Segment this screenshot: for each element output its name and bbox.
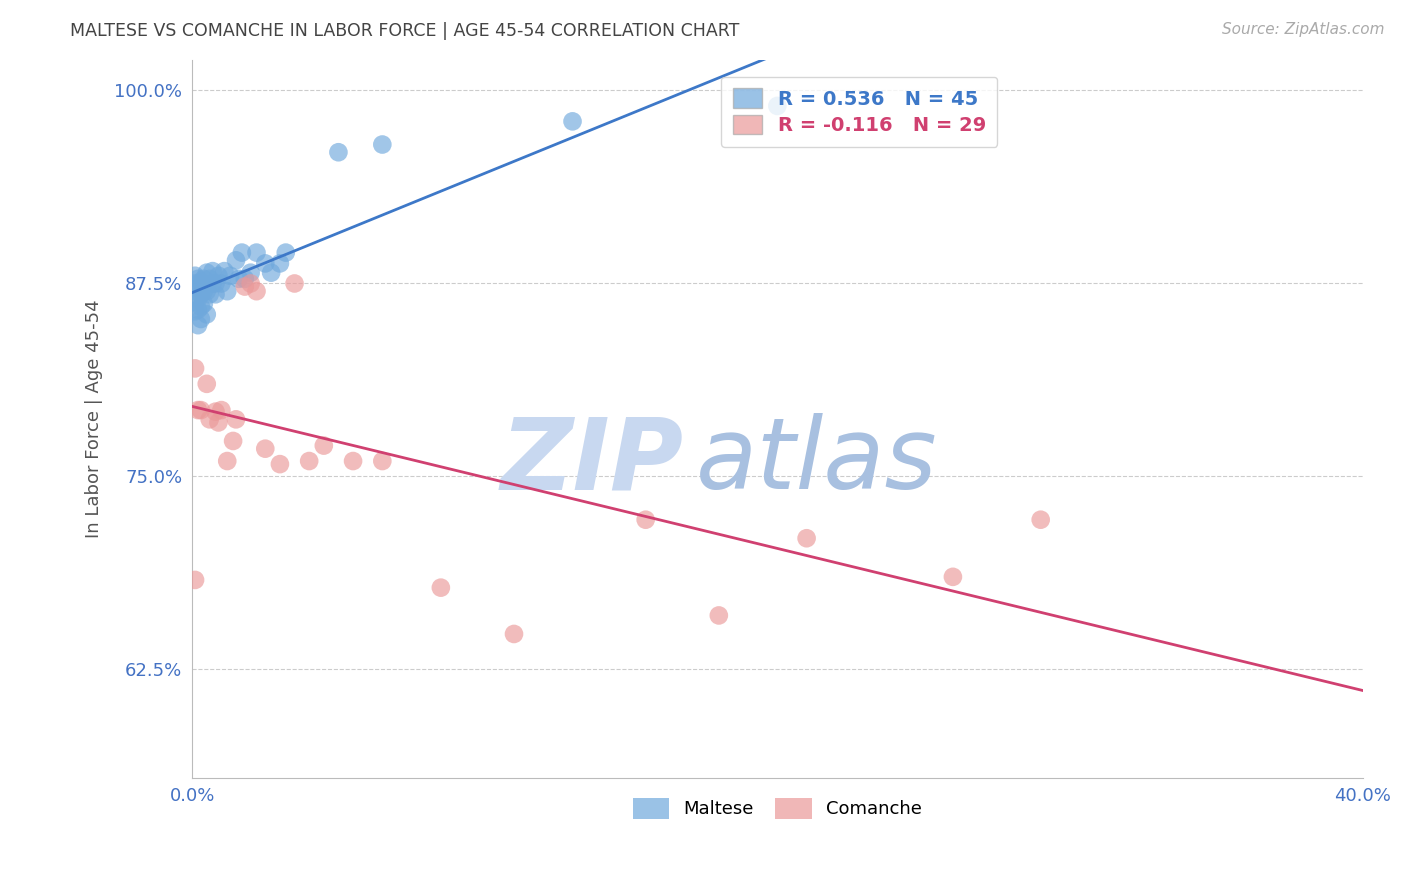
Text: ZIP: ZIP: [501, 413, 683, 510]
Point: [187, 292, 209, 306]
Point: [233, 279, 256, 293]
Point: [207, 268, 229, 283]
Point: [217, 454, 239, 468]
Point: [228, 272, 250, 286]
Point: [204, 287, 226, 301]
Point: [209, 403, 232, 417]
Point: [184, 295, 207, 310]
Point: [766, 99, 789, 113]
Point: [312, 439, 335, 453]
Point: [201, 277, 224, 291]
Point: [219, 268, 242, 283]
Point: [187, 272, 209, 286]
Point: [245, 245, 267, 260]
Point: [561, 114, 583, 128]
Point: [190, 312, 212, 326]
Point: [328, 145, 350, 160]
Point: [184, 284, 207, 298]
Point: [269, 256, 291, 270]
Point: [222, 434, 245, 448]
Point: [942, 570, 965, 584]
Point: [195, 376, 218, 391]
Point: [209, 277, 232, 291]
Point: [269, 457, 291, 471]
Point: [214, 264, 236, 278]
Point: [190, 275, 212, 289]
Point: [371, 137, 394, 152]
Point: [184, 268, 207, 283]
Point: [274, 245, 297, 260]
Point: [187, 403, 209, 417]
Point: [298, 454, 321, 468]
Point: [195, 266, 218, 280]
Point: [233, 272, 256, 286]
Point: [634, 513, 657, 527]
Text: Source: ZipAtlas.com: Source: ZipAtlas.com: [1222, 22, 1385, 37]
Point: [184, 573, 207, 587]
Point: [260, 266, 283, 280]
Point: [187, 302, 209, 317]
Point: [254, 256, 277, 270]
Point: [190, 300, 212, 314]
Point: [187, 318, 209, 333]
Point: [225, 412, 247, 426]
Point: [796, 531, 818, 545]
Point: [204, 277, 226, 291]
Point: [198, 272, 221, 286]
Point: [193, 272, 215, 286]
Point: [198, 287, 221, 301]
Point: [283, 277, 305, 291]
Point: [195, 284, 218, 298]
Point: [190, 403, 212, 417]
Point: [184, 277, 207, 291]
Point: [217, 284, 239, 298]
Point: [193, 296, 215, 310]
Point: [239, 266, 262, 280]
Point: [1029, 513, 1052, 527]
Point: [193, 284, 215, 298]
Point: [254, 442, 277, 456]
Point: [187, 281, 209, 295]
Point: [190, 287, 212, 301]
Point: [430, 581, 453, 595]
Point: [201, 264, 224, 278]
Point: [184, 304, 207, 318]
Text: MALTESE VS COMANCHE IN LABOR FORCE | AGE 45-54 CORRELATION CHART: MALTESE VS COMANCHE IN LABOR FORCE | AGE…: [70, 22, 740, 40]
Point: [707, 608, 730, 623]
Point: [245, 284, 267, 298]
Point: [207, 416, 229, 430]
Point: [225, 253, 247, 268]
Point: [239, 277, 262, 291]
Point: [195, 307, 218, 321]
Text: atlas: atlas: [696, 413, 936, 510]
Point: [342, 454, 364, 468]
Point: [503, 627, 526, 641]
Point: [204, 404, 226, 418]
Point: [184, 361, 207, 376]
Point: [231, 245, 253, 260]
Y-axis label: In Labor Force | Age 45-54: In Labor Force | Age 45-54: [86, 300, 103, 538]
Point: [198, 412, 221, 426]
Point: [371, 454, 394, 468]
Legend: Maltese, Comanche: Maltese, Comanche: [626, 790, 929, 826]
